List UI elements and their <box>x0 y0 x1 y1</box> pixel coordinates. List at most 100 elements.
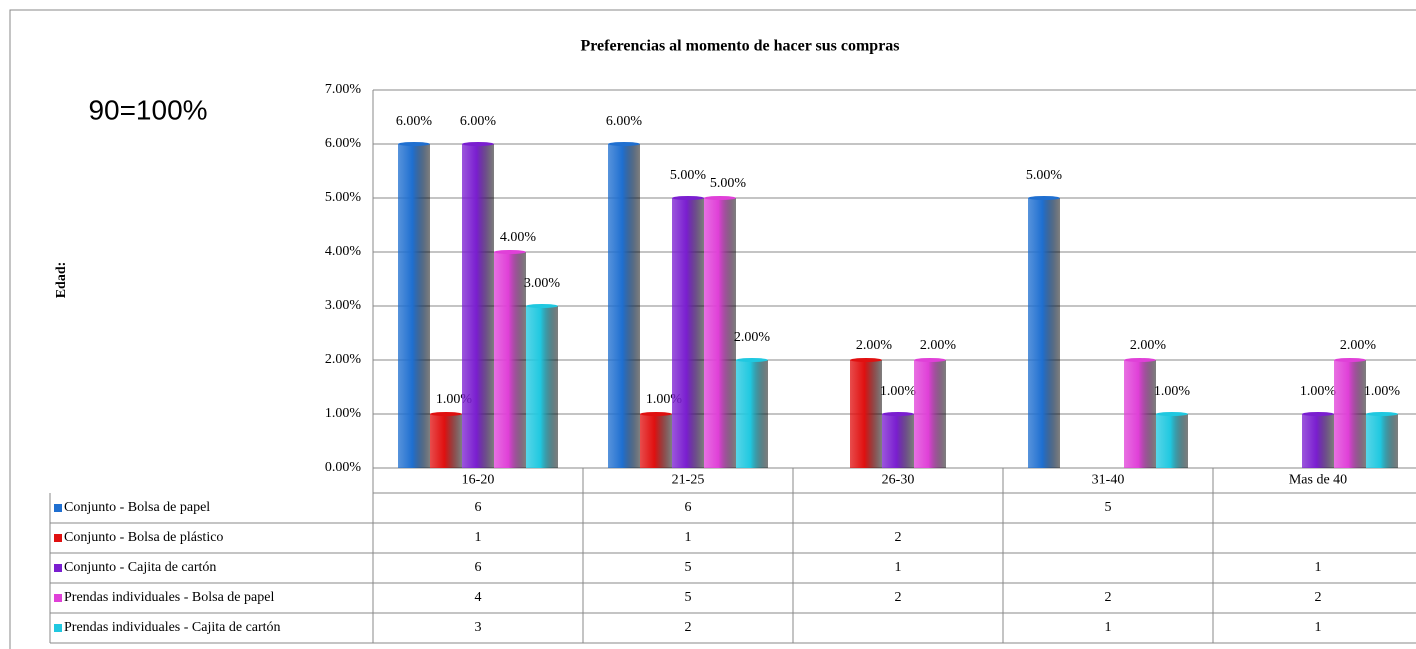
bar-top <box>1156 412 1188 416</box>
table-value: 5 <box>1105 500 1112 515</box>
legend-key <box>54 594 62 602</box>
y-tick-label: 5.00% <box>325 190 362 205</box>
bar-top <box>704 196 736 200</box>
data-label: 3.00% <box>524 276 561 291</box>
y-tick-label: 4.00% <box>325 244 362 259</box>
table-value: 5 <box>685 590 692 605</box>
bar <box>640 414 672 468</box>
legend-key <box>54 534 62 542</box>
bar-top <box>882 412 914 416</box>
x-tick-label: 21-25 <box>672 473 705 488</box>
data-label: 1.00% <box>1300 384 1337 399</box>
bar <box>914 360 946 468</box>
data-label: 1.00% <box>1364 384 1401 399</box>
table-value: 1 <box>1315 620 1322 635</box>
bar-top <box>850 358 882 362</box>
data-label: 2.00% <box>734 330 771 345</box>
y-tick-label: 3.00% <box>325 298 362 313</box>
legend-label: Conjunto - Bolsa de papel <box>64 500 210 515</box>
table-value: 2 <box>685 620 692 635</box>
table-value: 4 <box>475 590 482 605</box>
bar <box>430 414 462 468</box>
legend-key <box>54 564 62 572</box>
y-tick-label: 0.00% <box>325 460 362 475</box>
y-axis-label: Edad: <box>54 262 69 299</box>
data-label: 6.00% <box>606 114 643 129</box>
bar-top <box>494 250 526 254</box>
bar <box>882 414 914 468</box>
annotation: 90=100% <box>88 94 207 125</box>
bar <box>1028 198 1060 468</box>
data-label: 6.00% <box>396 114 433 129</box>
bar-top <box>430 412 462 416</box>
table-value: 6 <box>475 500 482 515</box>
bar-top <box>1334 358 1366 362</box>
bar-top <box>526 304 558 308</box>
bar <box>608 144 640 468</box>
table-value: 2 <box>895 530 902 545</box>
data-label: 1.00% <box>1154 384 1191 399</box>
chart-frame <box>9 9 1416 649</box>
legend-label: Conjunto - Bolsa de plástico <box>64 530 223 545</box>
data-label: 2.00% <box>1130 338 1167 353</box>
table-value: 5 <box>685 560 692 575</box>
data-label: 5.00% <box>710 176 747 191</box>
x-tick-label: 31-40 <box>1092 473 1125 488</box>
bar <box>398 144 430 468</box>
bar <box>1124 360 1156 468</box>
table-value: 1 <box>1105 620 1112 635</box>
table-value: 2 <box>1105 590 1112 605</box>
bar-top <box>640 412 672 416</box>
table-value: 1 <box>895 560 902 575</box>
table-value: 6 <box>475 560 482 575</box>
legend-label: Prendas individuales - Cajita de cartón <box>64 620 281 635</box>
data-label: 2.00% <box>920 338 957 353</box>
bar <box>736 360 768 468</box>
y-tick-label: 2.00% <box>325 352 362 367</box>
table-value: 6 <box>685 500 692 515</box>
bar-top <box>608 142 640 146</box>
x-tick-label: 16-20 <box>462 473 495 488</box>
bar <box>1366 414 1398 468</box>
data-label: 4.00% <box>500 230 537 245</box>
y-tick-label: 7.00% <box>325 82 362 97</box>
bar <box>526 306 558 468</box>
data-label: 6.00% <box>460 114 497 129</box>
bar <box>704 198 736 468</box>
table-value: 3 <box>475 620 482 635</box>
bar-top <box>398 142 430 146</box>
data-label: 1.00% <box>880 384 917 399</box>
bar-top <box>462 142 494 146</box>
bar-top <box>672 196 704 200</box>
bar-top <box>914 358 946 362</box>
y-tick-label: 1.00% <box>325 406 362 421</box>
table-value: 1 <box>1315 560 1322 575</box>
legend-label: Conjunto - Cajita de cartón <box>64 560 216 575</box>
bar-top <box>1302 412 1334 416</box>
legend-label: Prendas individuales - Bolsa de papel <box>64 590 274 605</box>
x-tick-label: 26-30 <box>882 473 915 488</box>
x-tick-label: Mas de 40 <box>1289 473 1347 488</box>
bar-top <box>1366 412 1398 416</box>
bar <box>850 360 882 468</box>
bar-top <box>1124 358 1156 362</box>
bar <box>494 252 526 468</box>
bar-top <box>1028 196 1060 200</box>
data-label: 2.00% <box>856 338 893 353</box>
table-value: 1 <box>475 530 482 545</box>
data-label: 2.00% <box>1340 338 1377 353</box>
bar <box>1334 360 1366 468</box>
legend-key <box>54 504 62 512</box>
data-label: 5.00% <box>670 168 707 183</box>
bar <box>462 144 494 468</box>
bar-top <box>736 358 768 362</box>
y-tick-label: 6.00% <box>325 136 362 151</box>
table-value: 1 <box>685 530 692 545</box>
bar <box>1302 414 1334 468</box>
table-value: 2 <box>895 590 902 605</box>
bar <box>1156 414 1188 468</box>
table-value: 2 <box>1315 590 1322 605</box>
data-label: 5.00% <box>1026 168 1063 183</box>
bar <box>672 198 704 468</box>
